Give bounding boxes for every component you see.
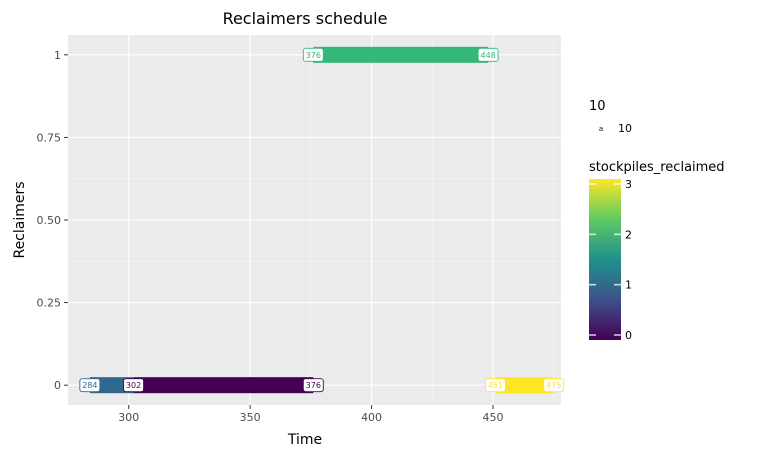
y-tick-label: 0.75: [37, 131, 62, 144]
size-legend-title: 10: [589, 99, 606, 114]
y-axis: 1 0.75 0.50 0.25 0: [37, 49, 68, 392]
y-tick-label: 0.50: [37, 214, 62, 227]
bar-endpoint-label: 302: [126, 381, 141, 390]
y-tick-label: 0: [54, 379, 61, 392]
x-tick-label: 300: [118, 411, 139, 424]
colorbar-tick-label: 2: [625, 228, 632, 241]
colorbar: [589, 179, 621, 340]
chart-title: Reclaimers schedule: [223, 9, 388, 28]
bar-endpoint-labels: 376448284302302376451475: [79, 47, 565, 393]
bar-endpoint-label-box: [302, 378, 324, 393]
colorbar-title: stockpiles_reclaimed: [589, 160, 725, 175]
major-gridlines: [68, 35, 561, 405]
bar-endpoint-label: 376: [306, 51, 321, 60]
bar-endpoint-label-box: [79, 378, 101, 393]
bar-endpoint-label: 448: [481, 51, 496, 60]
bar-endpoint-label-box: [123, 378, 145, 393]
bar-endpoint-label: 376: [306, 381, 321, 390]
schedule-bar: [495, 377, 554, 394]
schedule-bar: [133, 377, 314, 394]
x-tick-label: 400: [361, 411, 382, 424]
bar-endpoint-label: 451: [488, 381, 503, 390]
size-legend-label: 10: [618, 122, 632, 135]
size-legend: 10 a 10: [589, 99, 632, 135]
colorbar-tick-label: 0: [625, 329, 632, 342]
bar-endpoint-label-box: [543, 378, 565, 393]
bar-endpoint-label-box: [477, 47, 499, 62]
x-tick-label: 450: [483, 411, 504, 424]
schedule-bar: [89, 377, 134, 394]
colorbar-tick-label: 3: [625, 178, 632, 191]
x-axis-label: Time: [287, 432, 322, 448]
x-axis: 300 350 400 450: [118, 405, 504, 424]
bar-endpoint-label: 475: [546, 381, 561, 390]
bar-endpoint-label-box: [302, 47, 324, 62]
bar-endpoint-label: 284: [82, 381, 97, 390]
schedule-bars: [89, 46, 554, 394]
y-tick-label: 1: [54, 49, 61, 62]
colorbar-tick-label: 1: [625, 279, 632, 292]
colorbar-ticks: 0 1 2 3: [589, 178, 632, 342]
x-tick-label: 350: [240, 411, 261, 424]
bar-endpoint-label-box: [484, 378, 506, 393]
schedule-bar: [313, 46, 489, 63]
y-axis-label: Reclaimers: [12, 181, 28, 258]
colorbar-legend: stockpiles_reclaimed 0 1 2 3: [589, 160, 725, 342]
y-tick-label: 0.25: [37, 297, 62, 310]
size-legend-key-symbol: a: [599, 125, 603, 133]
